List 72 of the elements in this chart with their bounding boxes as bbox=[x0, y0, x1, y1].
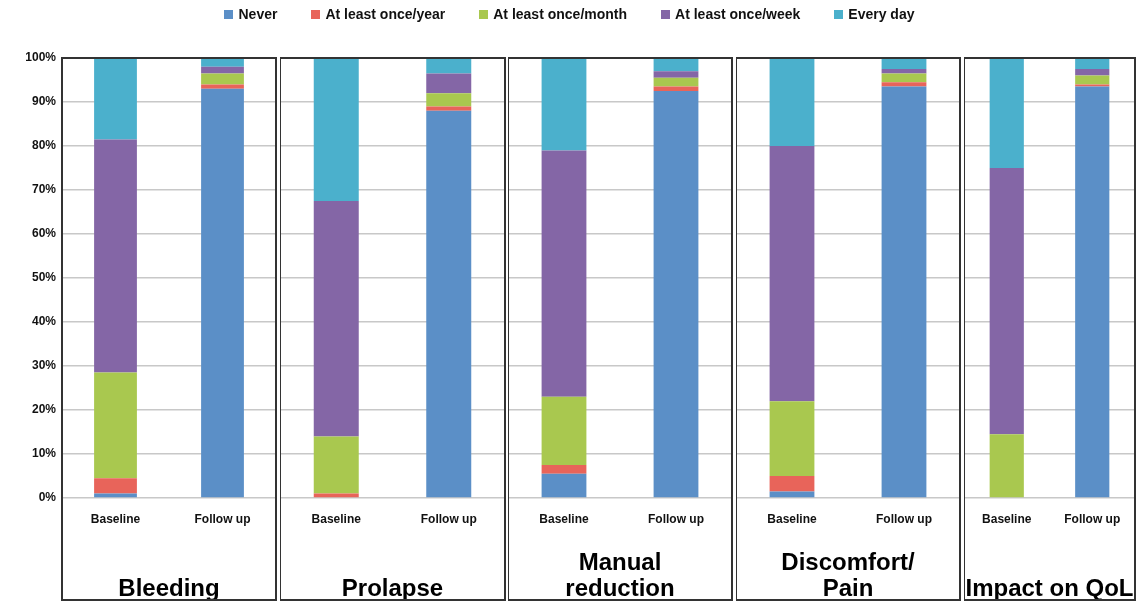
bar bbox=[94, 139, 137, 373]
bar bbox=[769, 146, 815, 402]
legend-label: At least once/week bbox=[674, 6, 801, 22]
bar bbox=[1075, 58, 1110, 69]
bar bbox=[201, 66, 244, 74]
legend-label: Never bbox=[237, 6, 278, 22]
bar bbox=[426, 58, 472, 74]
bar bbox=[769, 401, 815, 476]
bar bbox=[653, 77, 699, 87]
bar bbox=[881, 73, 927, 83]
y-tick-label: 80% bbox=[31, 138, 57, 153]
y-tick-label: 0% bbox=[38, 490, 57, 505]
bar bbox=[1075, 86, 1110, 498]
x-tick-label: Follow up bbox=[420, 511, 477, 526]
legend-label: Every day bbox=[847, 6, 915, 22]
bar bbox=[1075, 75, 1110, 85]
bar bbox=[881, 82, 927, 87]
x-axis-title: Discomfort/ Pain bbox=[781, 548, 915, 602]
x-tick-label: Baseline bbox=[982, 511, 1032, 526]
x-tick-label: Baseline bbox=[539, 511, 590, 526]
y-tick-label: 30% bbox=[31, 358, 57, 373]
y-tick-label: 50% bbox=[31, 270, 57, 285]
y-tick-label: 60% bbox=[31, 226, 57, 241]
bar bbox=[769, 476, 815, 492]
y-tick-label: 10% bbox=[31, 446, 57, 461]
bar bbox=[541, 150, 587, 397]
bar bbox=[313, 201, 359, 437]
bar bbox=[426, 110, 472, 498]
bar bbox=[426, 93, 472, 107]
bar bbox=[769, 58, 815, 146]
bar bbox=[769, 491, 815, 498]
bar bbox=[426, 73, 472, 94]
x-tick-label: Follow up bbox=[1064, 511, 1121, 526]
bar bbox=[201, 58, 244, 67]
bar bbox=[541, 473, 587, 498]
x-tick-label: Follow up bbox=[194, 511, 251, 526]
legend-label: At least once/year bbox=[324, 6, 446, 22]
bar bbox=[426, 106, 472, 111]
x-tick-label: Baseline bbox=[767, 511, 818, 526]
bar bbox=[653, 91, 699, 498]
bar bbox=[94, 58, 137, 140]
bar bbox=[989, 58, 1024, 168]
bar bbox=[313, 58, 359, 201]
bar bbox=[313, 436, 359, 494]
x-axis-title: Bleeding bbox=[118, 574, 220, 602]
y-tick-label: 90% bbox=[31, 94, 57, 109]
y-tick-label: 20% bbox=[31, 402, 57, 417]
bar bbox=[201, 84, 244, 89]
y-tick-label: 40% bbox=[31, 314, 57, 329]
bar bbox=[1075, 69, 1110, 76]
bar bbox=[881, 86, 927, 498]
legend-label: At least once/month bbox=[492, 6, 628, 22]
y-tick-label: 100% bbox=[25, 50, 57, 65]
bar bbox=[1075, 84, 1110, 87]
x-axis-title: Manual reduction bbox=[565, 548, 675, 602]
bar bbox=[989, 168, 1024, 435]
bar bbox=[541, 58, 587, 151]
bar bbox=[541, 396, 587, 465]
bar bbox=[653, 71, 699, 78]
bar bbox=[201, 73, 244, 85]
x-tick-label: Baseline bbox=[90, 511, 141, 526]
x-tick-label: Follow up bbox=[648, 511, 704, 526]
bar bbox=[541, 465, 587, 474]
x-axis-title: Impact on QoL bbox=[965, 574, 1134, 602]
x-tick-label: Baseline bbox=[311, 511, 362, 526]
x-tick-label: Follow up bbox=[876, 511, 932, 526]
bar bbox=[94, 478, 137, 494]
x-axis-title: Prolapse bbox=[341, 574, 444, 602]
bar bbox=[94, 372, 137, 479]
bar bbox=[989, 434, 1024, 498]
y-tick-label: 70% bbox=[31, 182, 57, 197]
bar bbox=[201, 88, 244, 498]
